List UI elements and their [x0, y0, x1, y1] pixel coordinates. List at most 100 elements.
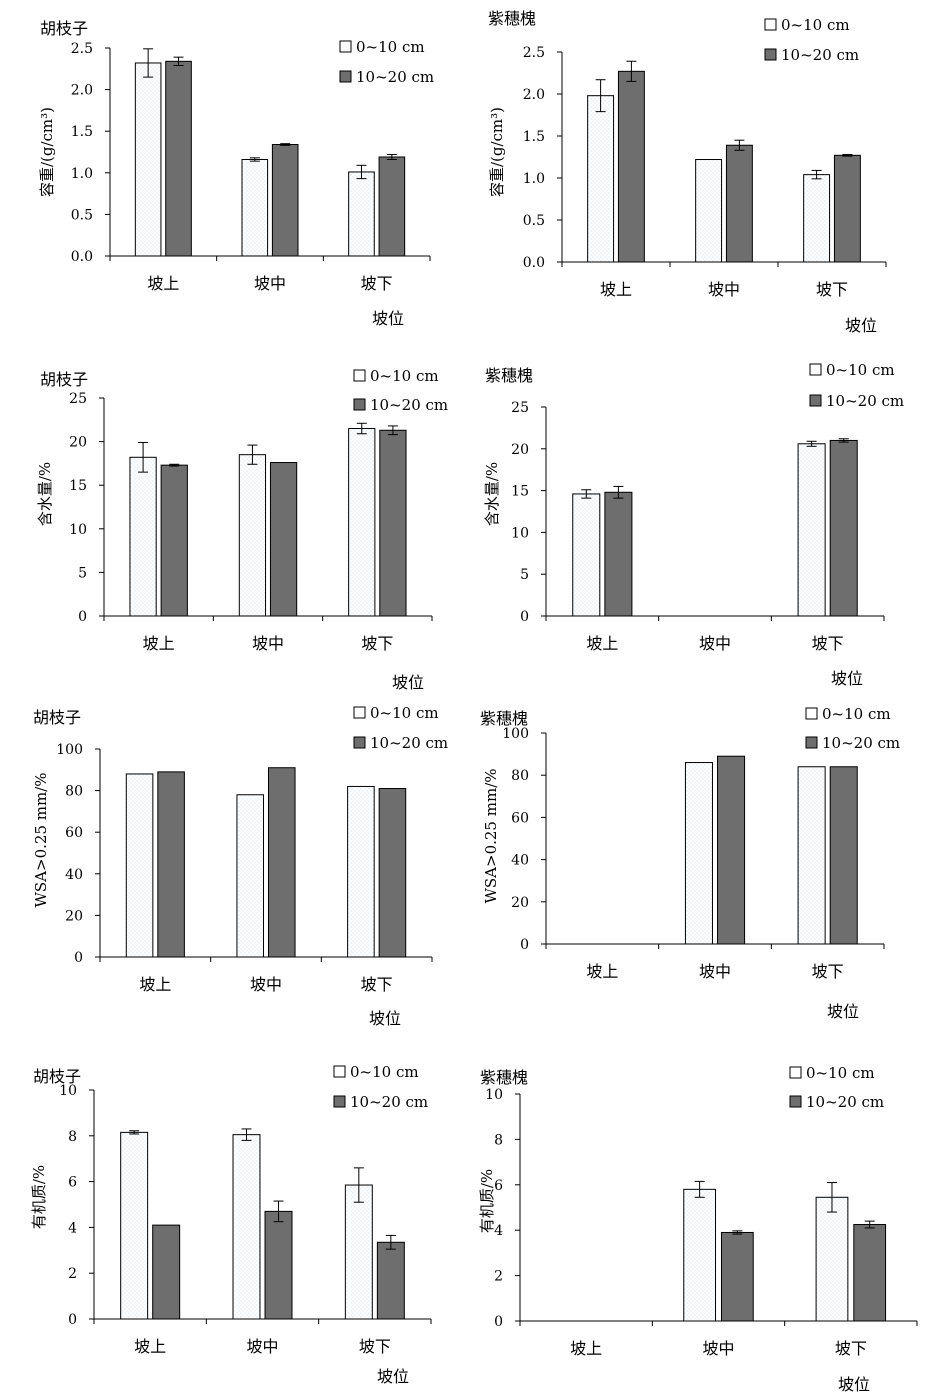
y-axis-label: 容重/(g/cm³): [488, 107, 506, 197]
legend-swatch-0-10cm: [353, 369, 366, 382]
y-tick-label: 10: [485, 1087, 503, 1103]
y-tick-label: 100: [502, 726, 529, 742]
bar-series-10-20cm: [725, 144, 753, 263]
bar-series-10-20cm: [271, 144, 299, 257]
x-tick-label: 坡中: [708, 280, 740, 299]
bar-series-10-20cm: [160, 464, 188, 617]
x-axis-label: 坡位: [392, 673, 424, 692]
x-axis-label: 坡位: [838, 1375, 870, 1393]
y-tick-label: 20: [69, 435, 87, 451]
y-tick-label: 25: [511, 400, 529, 416]
y-tick-label: 2: [68, 1266, 77, 1282]
legend-swatch-10-20cm: [353, 736, 366, 749]
x-tick-label: 坡上: [143, 634, 175, 653]
y-tick-label: 6: [494, 1178, 503, 1194]
bar-series-0-10cm: [236, 794, 265, 958]
y-tick-label: 100: [56, 742, 83, 758]
legend-swatch-10-20cm: [789, 1095, 802, 1108]
y-tick-label: 5: [78, 565, 87, 581]
y-tick-label: 1.0: [523, 171, 545, 187]
x-tick-label: 坡中: [252, 634, 284, 653]
legend-swatch-0-10cm: [333, 1065, 346, 1078]
y-tick-label: 2.0: [71, 83, 93, 99]
chart-title: 紫穗槐: [480, 709, 528, 728]
x-axis-label: 坡位: [827, 1002, 859, 1021]
y-tick-label: 10: [69, 522, 87, 538]
x-tick-label: 坡上: [586, 962, 618, 981]
legend-swatch-0-10cm: [809, 363, 822, 376]
y-tick-label: 2.5: [71, 41, 93, 57]
bar-series-0-10cm: [232, 1134, 261, 1320]
bar-series-0-10cm: [120, 1131, 149, 1320]
chart-title: 紫穗槐: [480, 1068, 528, 1087]
y-tick-label: 2: [494, 1269, 503, 1285]
chart-title: 胡枝子: [40, 19, 88, 38]
legend-label: 0~10 cm: [350, 1063, 419, 1081]
x-axis-label: 坡位: [372, 309, 404, 328]
x-axis-label: 坡位: [831, 669, 863, 688]
legend-swatch-0-10cm: [353, 706, 366, 719]
bar-series-10-20cm: [269, 462, 298, 617]
bar-series-10-20cm: [853, 1224, 887, 1322]
x-axis-label: 坡位: [369, 1009, 401, 1028]
y-axis-label: 含水量/%: [483, 462, 501, 526]
y-axis-label: 含水量/%: [36, 462, 54, 526]
bar-series-10-20cm: [833, 154, 861, 263]
y-tick-label: 0: [78, 609, 87, 625]
legend-label: 10~20 cm: [370, 396, 448, 414]
x-tick-label: 坡上: [570, 1339, 602, 1358]
y-tick-label: 0: [520, 609, 529, 625]
bar-series-10-20cm: [264, 1210, 293, 1320]
bar-series-10-20cm: [617, 70, 645, 263]
bar-series-0-10cm: [238, 454, 267, 617]
y-tick-label: 2.5: [523, 45, 545, 61]
bar-series-0-10cm: [683, 1188, 717, 1322]
bar-series-0-10cm: [241, 158, 269, 257]
x-tick-label: 坡中: [246, 1337, 278, 1356]
legend-label: 10~20 cm: [806, 1093, 884, 1111]
legend-label: 0~10 cm: [370, 367, 439, 385]
bar-series-0-10cm: [684, 762, 713, 945]
y-tick-label: 25: [69, 391, 87, 407]
x-tick-label: 坡下: [361, 975, 393, 994]
legend-label: 0~10 cm: [356, 38, 425, 56]
x-tick-label: 坡上: [600, 280, 632, 299]
y-tick-label: 0.5: [523, 213, 545, 229]
y-tick-label: 8: [494, 1132, 503, 1148]
bar-series-0-10cm: [129, 456, 157, 617]
bar-series-10-20cm: [376, 1241, 405, 1320]
y-tick-label: 4: [494, 1223, 503, 1239]
y-tick-label: 0: [494, 1314, 503, 1330]
y-tick-label: 10: [511, 525, 529, 541]
x-tick-label: 坡下: [361, 274, 393, 293]
bar-series-10-20cm: [717, 755, 746, 945]
y-axis-label: 有机质/%: [30, 1165, 48, 1229]
bar-series-10-20cm: [604, 491, 633, 617]
y-tick-label: 80: [511, 768, 529, 784]
bar-series-0-10cm: [797, 766, 826, 945]
x-tick-label: 坡中: [702, 1339, 734, 1358]
bar-series-0-10cm: [348, 171, 375, 257]
bar-series-10-20cm: [829, 766, 858, 945]
legend-label: 10~20 cm: [826, 392, 904, 410]
bar-series-10-20cm: [267, 767, 296, 958]
bar-series-0-10cm: [797, 443, 826, 617]
y-axis-label: WSA>0.25 mm/%: [482, 768, 500, 903]
legend-swatch-10-20cm: [353, 398, 366, 411]
y-tick-label: 2.0: [523, 87, 545, 103]
x-tick-label: 坡中: [699, 962, 731, 981]
bar-series-10-20cm: [157, 771, 185, 958]
y-tick-label: 0.5: [71, 207, 93, 223]
legend-swatch-10-20cm: [764, 48, 777, 61]
y-tick-label: 20: [511, 895, 529, 911]
x-axis-label: 坡位: [377, 1367, 409, 1386]
y-tick-label: 0: [74, 950, 83, 966]
legend-label: 10~20 cm: [781, 46, 859, 64]
y-tick-label: 40: [511, 853, 529, 869]
bar-series-0-10cm: [344, 1184, 373, 1320]
x-tick-label: 坡下: [812, 634, 844, 653]
chart-title: 紫穗槐: [488, 9, 536, 28]
x-tick-label: 坡中: [699, 634, 731, 653]
legend-swatch-0-10cm: [339, 40, 352, 53]
